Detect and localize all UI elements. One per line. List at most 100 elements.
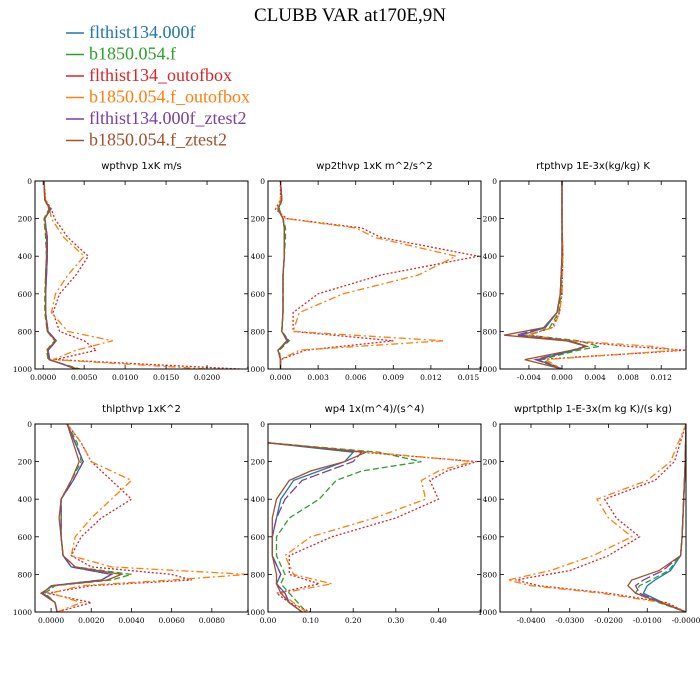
series-line xyxy=(276,181,458,369)
y-tick-label: 1000 xyxy=(478,365,497,374)
series-line xyxy=(48,424,248,612)
series-group xyxy=(39,424,248,612)
panel-title: wpthvp 1xK m/s xyxy=(101,161,182,172)
panel-title: wp2thvp 1xK m^2/s^2 xyxy=(316,161,432,172)
y-tick-label: 200 xyxy=(18,215,33,224)
y-tick-label: 0 xyxy=(492,420,497,429)
x-tick-label: 0.006 xyxy=(345,373,367,382)
plot-frame xyxy=(34,423,249,613)
y-tick-label: 800 xyxy=(18,570,33,579)
chart-panel: thlpthvp 1xK^2 0 200 400 600 800 1000 0.0000 0.0… xyxy=(13,404,249,625)
y-tick-label: 800 xyxy=(251,327,266,336)
series-line xyxy=(642,424,686,612)
plot-frame xyxy=(267,180,482,370)
panel-title: wp4 1x(m^4)/(s^4) xyxy=(325,404,425,415)
series-group xyxy=(503,181,686,369)
x-tick-label: 0.0200 xyxy=(194,373,220,382)
x-tick-label: 0.10 xyxy=(302,616,319,625)
x-tick-label: 0.015 xyxy=(458,373,480,382)
y-tick-label: 0 xyxy=(492,177,497,186)
series-group xyxy=(43,181,240,369)
plot-frame xyxy=(499,423,687,613)
x-tick-label: 0.008 xyxy=(617,373,639,382)
y-tick-label: 600 xyxy=(483,533,498,542)
series-line xyxy=(268,442,422,612)
x-tick-label: -0.0000 xyxy=(672,616,700,625)
series-line xyxy=(268,442,477,612)
x-tick-label: 0.0050 xyxy=(71,373,97,382)
plot-frame xyxy=(499,180,687,370)
x-tick-label: -0.0400 xyxy=(517,616,546,625)
series-line xyxy=(39,424,124,612)
plot-frame xyxy=(34,180,249,370)
y-tick-label: 800 xyxy=(483,327,498,336)
legend-label: b1850.054.f_outofbox xyxy=(89,87,250,107)
series-line xyxy=(43,181,208,369)
series-group xyxy=(268,442,477,612)
y-tick-label: 1000 xyxy=(478,608,497,617)
y-tick-label: 800 xyxy=(18,327,33,336)
legend-label: b1850.054.f_ztest2 xyxy=(89,130,227,150)
y-tick-label: 600 xyxy=(251,290,266,299)
y-tick-label: 400 xyxy=(18,495,33,504)
x-tick-label: 0.30 xyxy=(387,616,404,625)
y-tick-label: 400 xyxy=(483,495,498,504)
panel-title: thlpthvp 1xK^2 xyxy=(102,404,181,415)
legend-label: flthist134.000f xyxy=(89,22,196,42)
x-tick-label: 0.0100 xyxy=(112,373,138,382)
legend-label: flthist134.000f_ztest2 xyxy=(89,108,246,128)
x-tick-label: 0.0080 xyxy=(199,616,225,625)
panel-title: rtpthvp 1E-3x(kg/kg) K xyxy=(536,161,650,172)
series-group xyxy=(507,424,686,612)
panel-title: wprtpthlp 1-E-3x(m kg K)/(s kg) xyxy=(514,404,672,415)
y-tick-label: 400 xyxy=(251,495,266,504)
series-line xyxy=(515,424,686,612)
y-tick-label: 600 xyxy=(18,290,33,299)
series-line xyxy=(274,181,479,369)
series-line xyxy=(507,424,686,612)
series-line xyxy=(268,442,473,612)
x-tick-label: 0.000 xyxy=(551,373,573,382)
y-tick-label: 0 xyxy=(27,420,32,429)
x-tick-label: -0.0300 xyxy=(555,616,584,625)
y-tick-label: 1000 xyxy=(13,608,32,617)
x-tick-label: 0.00 xyxy=(260,616,277,625)
series-group xyxy=(274,181,479,369)
series-line xyxy=(528,181,686,369)
y-tick-label: 400 xyxy=(483,252,498,261)
chart-panel: wprtpthlp 1-E-3x(m kg K)/(s kg) 0 200 400 60… xyxy=(478,404,700,625)
legend-label: b1850.054.f xyxy=(89,44,176,64)
series-line xyxy=(503,181,590,369)
x-tick-label: -0.0200 xyxy=(594,616,623,625)
series-line xyxy=(627,424,686,612)
y-tick-label: 600 xyxy=(251,533,266,542)
y-tick-label: 400 xyxy=(251,252,266,261)
y-tick-label: 0 xyxy=(27,177,32,186)
x-tick-label: -0.0100 xyxy=(633,616,662,625)
series-line xyxy=(524,181,678,369)
y-tick-label: 600 xyxy=(483,290,498,299)
x-tick-label: 0.000 xyxy=(270,373,292,382)
y-tick-label: 1000 xyxy=(13,365,32,374)
y-tick-label: 0 xyxy=(260,420,265,429)
x-tick-label: 0.40 xyxy=(430,616,447,625)
x-tick-label: -0.004 xyxy=(517,373,541,382)
series-line xyxy=(634,424,686,612)
x-tick-label: 0.0000 xyxy=(30,373,56,382)
y-tick-label: 400 xyxy=(18,252,33,261)
y-tick-label: 800 xyxy=(251,570,266,579)
x-tick-label: 0.0040 xyxy=(118,616,144,625)
legend: flthist134.000fb1850.054.fflthist134_out… xyxy=(66,22,250,150)
y-tick-label: 1000 xyxy=(246,608,265,617)
series-line xyxy=(277,181,288,369)
y-tick-label: 200 xyxy=(483,458,498,467)
x-tick-label: 0.003 xyxy=(307,373,329,382)
y-tick-label: 1000 xyxy=(246,365,265,374)
series-line xyxy=(634,424,686,612)
series-line xyxy=(43,181,240,369)
chart-panel: rtpthvp 1E-3x(kg/kg) K 0 200 400 600 800 1000 -… xyxy=(478,161,687,382)
